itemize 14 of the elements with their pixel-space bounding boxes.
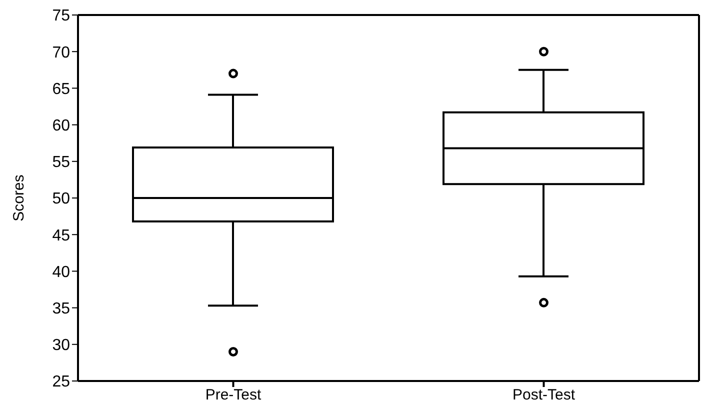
y-tick-label: 25 xyxy=(52,374,70,391)
y-tick-label: 30 xyxy=(52,337,70,354)
y-tick-label: 75 xyxy=(52,8,70,25)
x-tick-label: Pre-Test xyxy=(205,386,262,404)
y-tick-label: 45 xyxy=(52,227,70,244)
y-axis-title: Scores xyxy=(10,174,28,222)
y-tick-label: 60 xyxy=(52,117,70,134)
y-tick-label: 40 xyxy=(52,264,70,281)
y-tick-label: 55 xyxy=(52,154,70,172)
x-tick-label: Post-Test xyxy=(512,386,576,404)
y-tick-label: 35 xyxy=(52,300,70,318)
y-tick-label: 65 xyxy=(52,80,70,98)
y-tick-label: 50 xyxy=(52,190,70,208)
y-tick-label: 70 xyxy=(52,44,70,62)
